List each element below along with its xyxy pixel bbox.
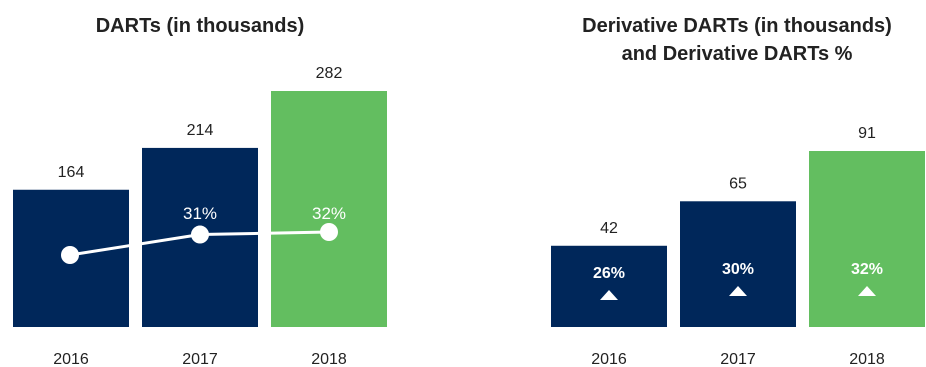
triangle-up-icon — [729, 286, 747, 296]
darts-value-label: 214 — [187, 122, 214, 139]
darts-pct-label: 32% — [312, 204, 346, 223]
darts-pct-point — [191, 225, 209, 244]
derivative-bar-2016 — [551, 245, 667, 327]
derivative-pct-label: 32% — [851, 261, 883, 278]
derivative-chart-title-line1: Derivative DARTs (in thousands) — [582, 15, 892, 37]
darts-pct-line: 31% 32% — [61, 204, 346, 264]
darts-pct-point — [320, 223, 338, 241]
darts-pct-label: 31% — [183, 204, 217, 223]
triangle-up-icon — [858, 286, 876, 296]
derivative-darts-chart: Derivative DARTs (in thousands) and Deri… — [551, 15, 925, 367]
derivative-x-tick-label: 2016 — [591, 351, 627, 367]
derivative-bars: 42 65 91 — [551, 125, 925, 327]
derivative-x-tick-label: 2018 — [849, 351, 885, 367]
darts-x-tick-label: 2017 — [182, 351, 218, 367]
triangle-up-icon — [600, 290, 618, 300]
derivative-pct-label: 30% — [722, 261, 754, 278]
darts-x-tick-label: 2018 — [311, 351, 347, 367]
darts-x-tick-label: 2016 — [53, 351, 89, 367]
darts-value-label: 164 — [58, 164, 85, 181]
derivative-value-label: 65 — [729, 175, 747, 192]
darts-bars: 164 214 282 — [13, 65, 387, 327]
derivative-x-tick-label: 2017 — [720, 351, 756, 367]
derivative-chart-title-line2: and Derivative DARTs % — [622, 43, 853, 65]
derivative-x-axis: 2016 2017 2018 — [591, 351, 885, 367]
derivative-value-label: 42 — [600, 220, 618, 237]
darts-pct-point — [61, 246, 79, 264]
derivative-bar-2017 — [680, 201, 796, 327]
derivative-bar-2018 — [809, 151, 925, 327]
derivative-pct-markers: 26% 30% 32% — [593, 261, 883, 300]
darts-x-axis: 2016 2017 2018 — [53, 351, 347, 367]
darts-value-label: 282 — [316, 65, 343, 82]
derivative-pct-label: 26% — [593, 265, 625, 282]
derivative-value-label: 91 — [858, 125, 876, 142]
darts-bar-2018 — [271, 91, 387, 327]
darts-chart: DARTs (in thousands) 164 214 282 31% 32% 20… — [13, 15, 387, 367]
darts-chart-title: DARTs (in thousands) — [96, 15, 305, 37]
